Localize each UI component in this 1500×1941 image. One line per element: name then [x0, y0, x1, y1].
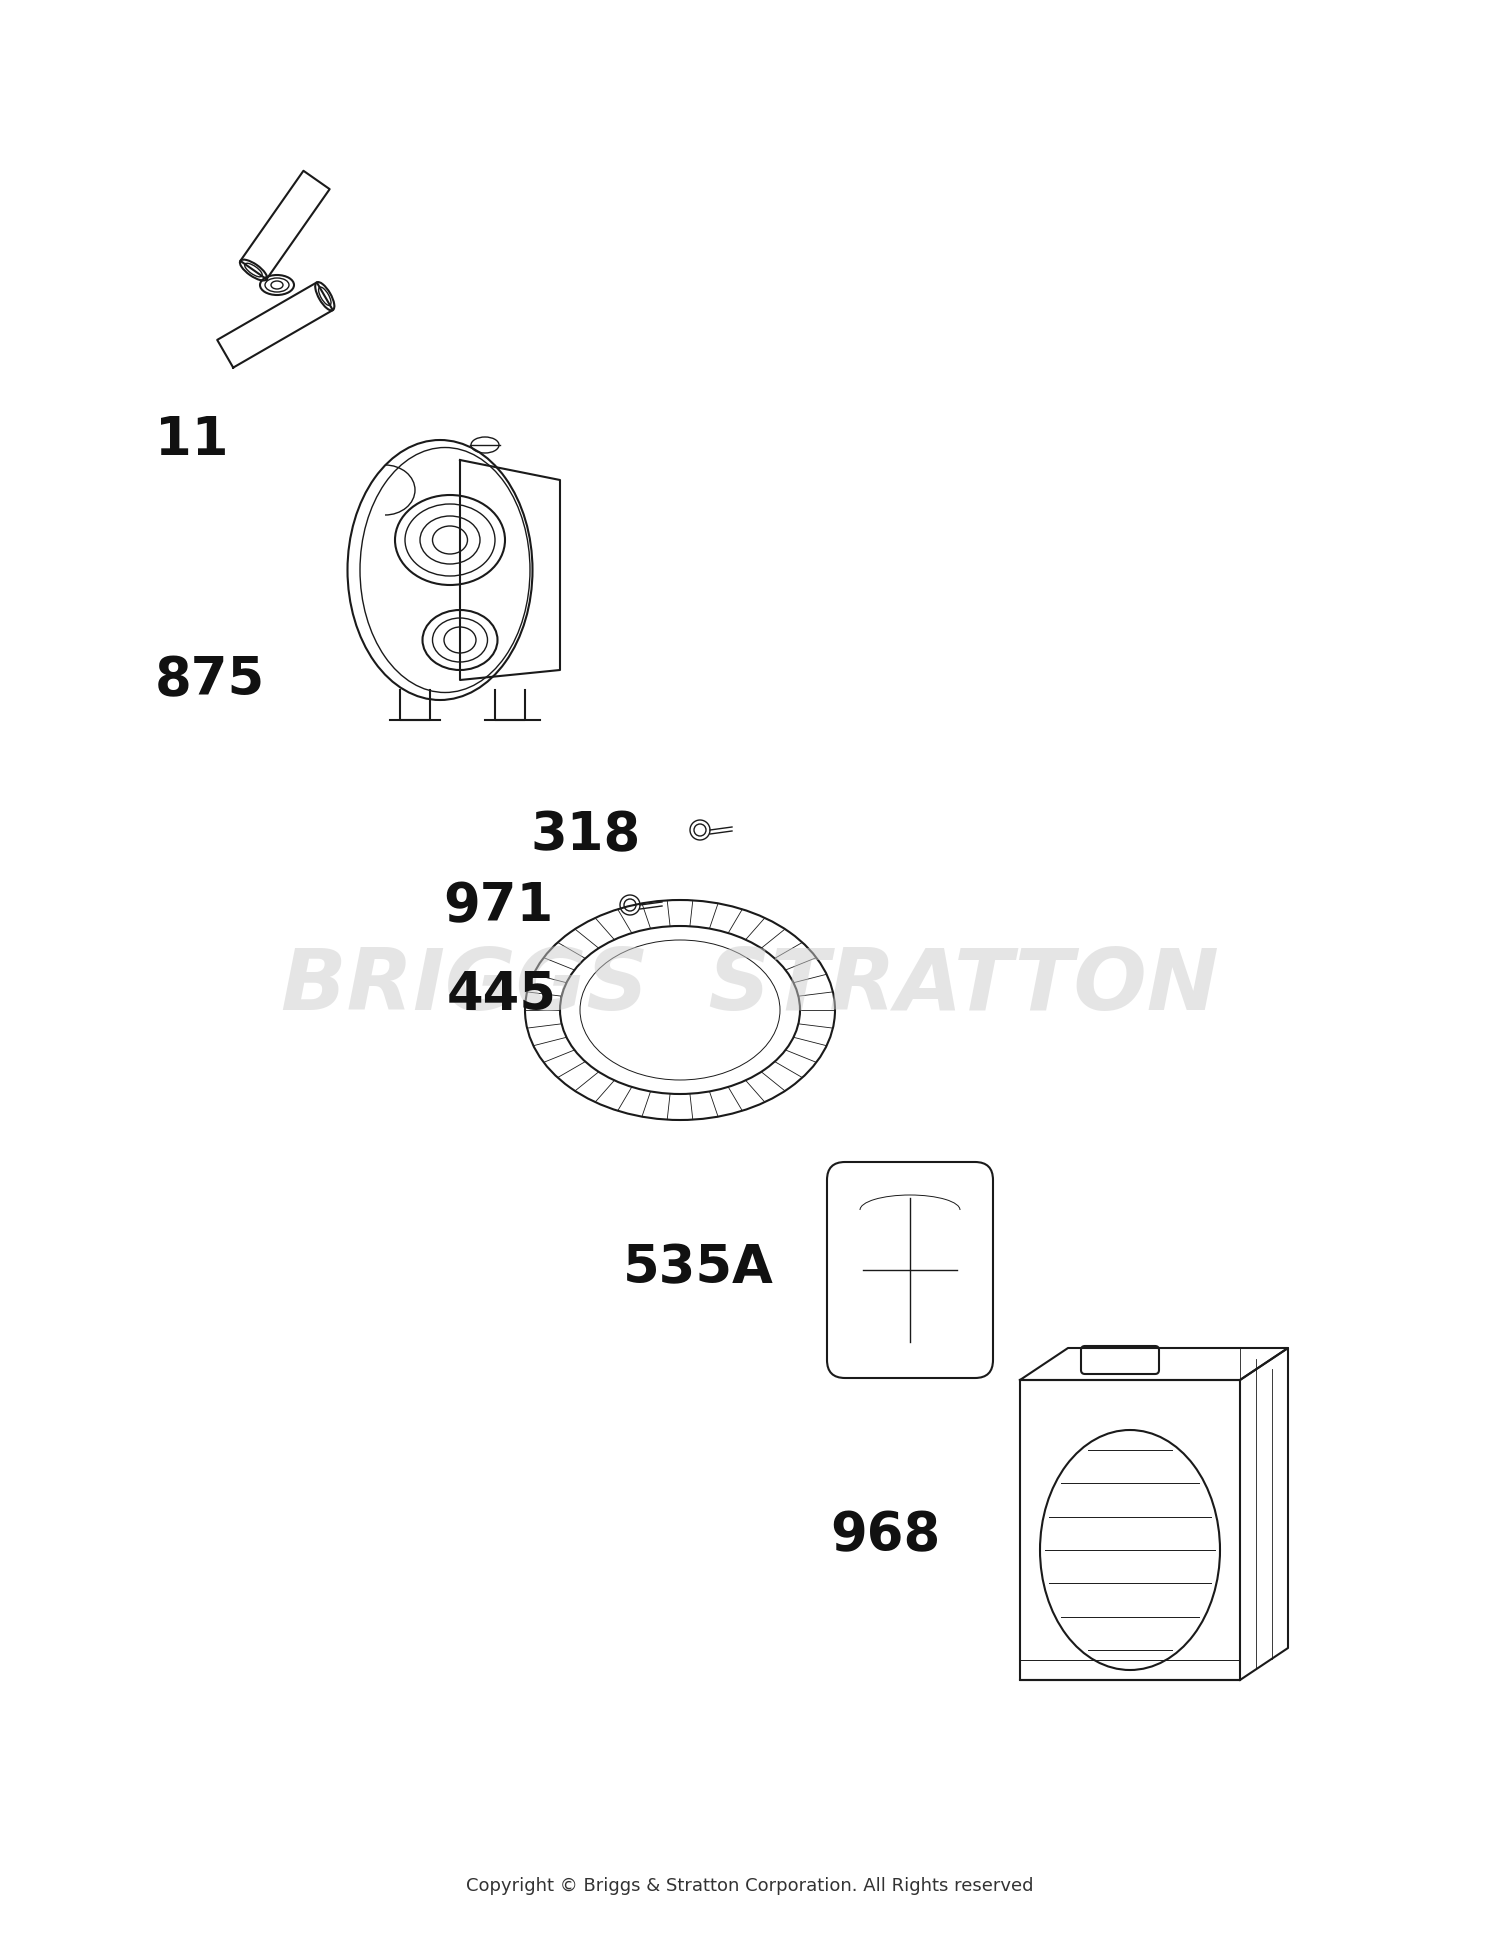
- Text: BRIGGS  STRATTON: BRIGGS STRATTON: [280, 945, 1220, 1027]
- Text: 11: 11: [154, 413, 228, 466]
- Text: Copyright © Briggs & Stratton Corporation. All Rights reserved: Copyright © Briggs & Stratton Corporatio…: [466, 1877, 1034, 1894]
- Text: 318: 318: [530, 809, 640, 862]
- Text: 971: 971: [442, 879, 554, 932]
- Text: 875: 875: [154, 654, 266, 707]
- Text: 445: 445: [447, 969, 556, 1021]
- Text: 968: 968: [830, 1508, 940, 1561]
- Text: 535A: 535A: [622, 1242, 774, 1295]
